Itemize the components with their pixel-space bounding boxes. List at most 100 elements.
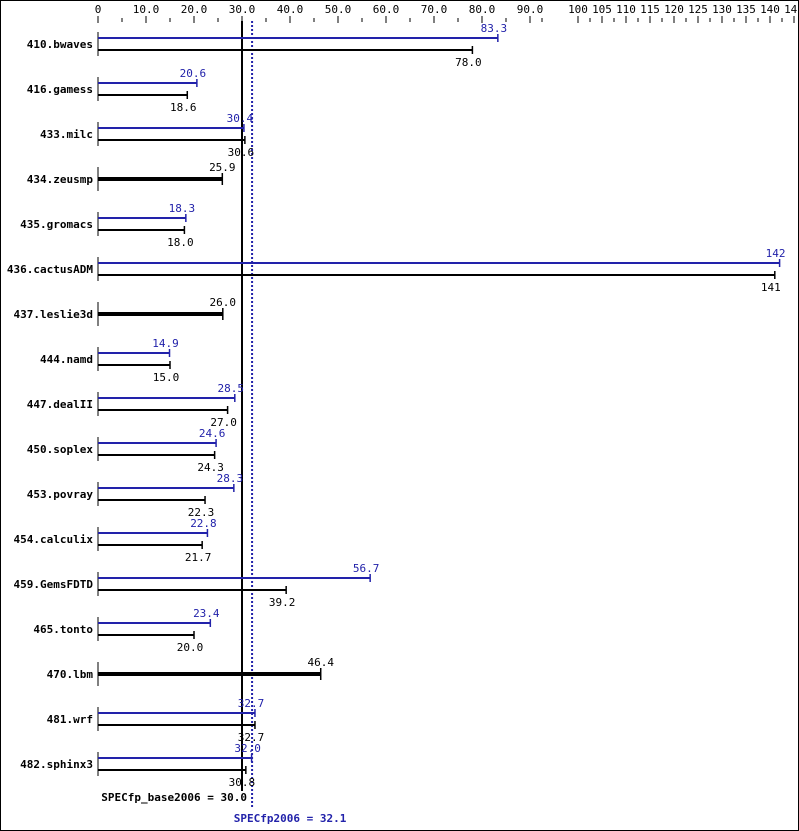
base-value-label: 78.0 (455, 56, 482, 69)
peak-value-label: 32.7 (238, 697, 265, 710)
peak-value-label: 32.0 (234, 742, 261, 755)
base-value-label: 25.9 (209, 161, 236, 174)
base-value-label: 21.7 (185, 551, 212, 564)
x-tick-label: 60.0 (373, 3, 400, 16)
benchmark-label: 444.namd (40, 353, 93, 366)
x-tick-label: 130 (712, 3, 732, 16)
base-value-label: 27.0 (210, 416, 237, 429)
x-tick-label: 40.0 (277, 3, 304, 16)
x-tick-label: 100 (568, 3, 588, 16)
benchmark-label: 481.wrf (47, 713, 93, 726)
peak-bar (98, 712, 255, 714)
base-bar (98, 409, 228, 411)
peak-bar (98, 127, 244, 129)
benchmark-label: 465.tonto (33, 623, 93, 636)
base-bar (98, 634, 194, 636)
x-tick-label: 120 (664, 3, 684, 16)
base-reference-label: SPECfp_base2006 = 30.0 (101, 791, 247, 804)
peak-value-label: 22.8 (190, 517, 217, 530)
peak-reference-label: SPECfp2006 = 32.1 (234, 812, 347, 825)
base-bar (98, 454, 215, 456)
peak-value-label: 20.6 (180, 67, 207, 80)
base-value-label: 141 (761, 281, 781, 294)
benchmark-label: 435.gromacs (20, 218, 93, 231)
peak-value-label: 14.9 (152, 337, 179, 350)
base-bar (98, 724, 255, 726)
benchmark-label: 482.sphinx3 (20, 758, 93, 771)
base-value-label: 30.6 (228, 146, 255, 159)
peak-bar (98, 532, 208, 534)
peak-bar (98, 487, 234, 489)
benchmark-label: 416.gamess (27, 83, 93, 96)
peak-bar (98, 217, 186, 219)
benchmark-label: 450.soplex (27, 443, 94, 456)
base-value-label: 26.0 (210, 296, 237, 309)
peak-value-label: 83.3 (481, 22, 508, 35)
x-tick-label: 90.0 (517, 3, 544, 16)
peak-bar (98, 37, 498, 39)
peak-value-label: 23.4 (193, 607, 220, 620)
x-tick-label: 20.0 (181, 3, 208, 16)
base-bar (98, 672, 321, 676)
x-tick-label: 145 (784, 3, 798, 16)
benchmark-label: 454.calculix (14, 533, 94, 546)
benchmark-label: 437.leslie3d (14, 308, 93, 321)
peak-value-label: 24.6 (199, 427, 226, 440)
peak-bar (98, 442, 217, 444)
peak-value-label: 28.5 (218, 382, 245, 395)
benchmark-label: 436.cactusADM (7, 263, 93, 276)
peak-bar (98, 622, 211, 624)
base-value-label: 18.6 (170, 101, 197, 114)
base-bar (98, 229, 185, 231)
base-bar (98, 499, 206, 501)
base-bar (98, 139, 245, 141)
x-tick-label: 110 (616, 3, 636, 16)
x-tick-label: 125 (688, 3, 708, 16)
x-tick-label: 80.0 (469, 3, 496, 16)
base-bar (98, 544, 203, 546)
base-value-label: 30.8 (229, 776, 256, 789)
x-tick-label: 0 (95, 3, 102, 16)
x-tick-label: 10.0 (133, 3, 160, 16)
benchmark-label: 453.povray (27, 488, 94, 501)
base-value-label: 20.0 (177, 641, 204, 654)
base-value-label: 39.2 (269, 596, 296, 609)
x-tick-label: 70.0 (421, 3, 448, 16)
base-bar (98, 49, 473, 51)
base-bar (98, 94, 188, 96)
benchmark-label: 410.bwaves (27, 38, 93, 51)
peak-bar (98, 577, 371, 579)
peak-bar (98, 82, 197, 84)
base-bar (98, 177, 223, 181)
peak-value-label: 142 (766, 247, 786, 260)
peak-bar (98, 352, 170, 354)
benchmark-label: 434.zeusmp (27, 173, 94, 186)
x-tick-label: 105 (592, 3, 612, 16)
peak-value-label: 18.3 (169, 202, 196, 215)
base-value-label: 46.4 (307, 656, 334, 669)
base-bar (98, 274, 775, 276)
base-value-label: 18.0 (167, 236, 194, 249)
benchmark-label: 470.lbm (47, 668, 94, 681)
base-bar (98, 589, 287, 591)
x-tick-label: 50.0 (325, 3, 352, 16)
base-value-label: 24.3 (197, 461, 224, 474)
base-bar (98, 364, 170, 366)
x-tick-label: 115 (640, 3, 660, 16)
peak-bar (98, 262, 780, 264)
benchmark-label: 447.dealII (27, 398, 93, 411)
x-tick-label: 30.0 (229, 3, 256, 16)
peak-bar (98, 397, 235, 399)
peak-bar (98, 757, 252, 759)
x-tick-label: 135 (736, 3, 756, 16)
peak-value-label: 28.3 (217, 472, 244, 485)
base-value-label: 15.0 (153, 371, 180, 384)
benchmark-label: 433.milc (40, 128, 93, 141)
benchmark-label: 459.GemsFDTD (14, 578, 94, 591)
x-tick-label: 140 (760, 3, 780, 16)
peak-value-label: 30.4 (227, 112, 254, 125)
base-value-label: 32.7 (238, 731, 265, 744)
base-value-label: 22.3 (188, 506, 215, 519)
